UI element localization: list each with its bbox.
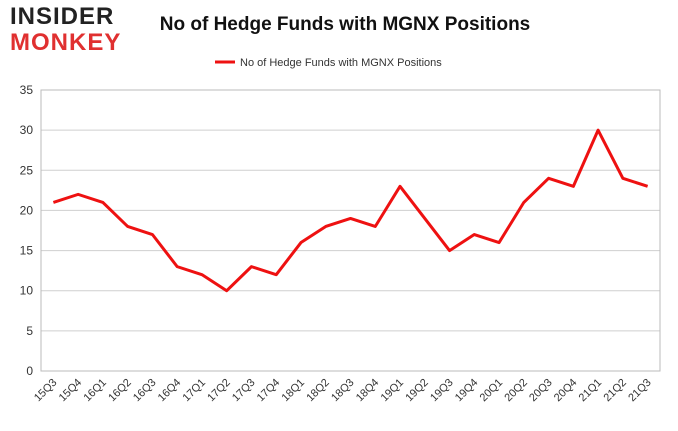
logo-line2: MONKEY bbox=[10, 29, 121, 56]
x-tick-label: 19Q3 bbox=[428, 377, 456, 405]
x-tick-label: 19Q4 bbox=[453, 377, 481, 405]
y-tick-label: 30 bbox=[20, 123, 34, 137]
y-tick-label: 15 bbox=[20, 244, 34, 258]
x-tick-label: 19Q1 bbox=[379, 377, 407, 405]
y-tick-label: 10 bbox=[20, 284, 34, 298]
y-tick-label: 5 bbox=[26, 324, 33, 338]
x-tick-label: 16Q1 bbox=[81, 377, 109, 405]
x-tick-label: 20Q1 bbox=[478, 377, 506, 405]
x-tick-label: 20Q4 bbox=[552, 377, 580, 405]
chart-title: No of Hedge Funds with MGNX Positions bbox=[160, 14, 531, 35]
x-tick-label: 20Q2 bbox=[502, 377, 530, 405]
x-tick-label: 21Q2 bbox=[601, 377, 629, 405]
x-tick-label: 17Q1 bbox=[181, 377, 209, 405]
x-tick-label: 17Q4 bbox=[255, 377, 283, 405]
x-tick-label: 16Q4 bbox=[156, 377, 184, 405]
x-tick-label: 21Q3 bbox=[626, 377, 654, 405]
x-tick-label: 18Q3 bbox=[329, 377, 357, 405]
y-tick-label: 35 bbox=[20, 83, 34, 97]
data-line bbox=[52, 128, 649, 293]
x-tick-label: 20Q3 bbox=[527, 377, 555, 405]
logo-line1: INSIDER bbox=[10, 3, 114, 30]
legend-label: No of Hedge Funds with MGNX Positions bbox=[240, 57, 442, 69]
x-tick-label: 18Q1 bbox=[280, 377, 308, 405]
x-tick-label: 17Q2 bbox=[205, 377, 233, 405]
x-tick-label: 19Q2 bbox=[403, 377, 431, 405]
x-tick-label: 15Q3 bbox=[32, 377, 60, 405]
plot-frame bbox=[40, 89, 661, 372]
y-tick-label: 25 bbox=[20, 163, 34, 177]
x-tick-label: 21Q1 bbox=[577, 377, 605, 405]
x-tick-label: 16Q3 bbox=[131, 377, 159, 405]
x-tick-label: 18Q2 bbox=[304, 377, 332, 405]
y-tick-label: 0 bbox=[26, 364, 33, 378]
x-tick-label: 15Q4 bbox=[57, 377, 85, 405]
x-tick-label: 16Q2 bbox=[106, 377, 134, 405]
x-tick-label: 17Q3 bbox=[230, 377, 258, 405]
x-tick-label: 18Q4 bbox=[354, 377, 382, 405]
y-tick-label: 20 bbox=[20, 203, 34, 217]
